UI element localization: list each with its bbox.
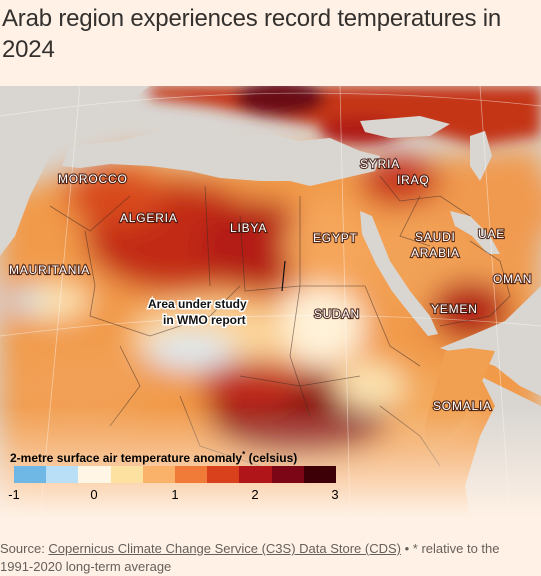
legend-swatch [303, 466, 337, 483]
country-label-oman: OMAN [493, 272, 532, 286]
temperature-anomaly-map: MOROCCO ALGERIA LIBYA EGYPT SYRIA IRAQ S… [0, 86, 541, 518]
legend-swatch [175, 466, 208, 483]
country-label-arabia: ARABIA [411, 246, 460, 260]
legend-swatch [78, 466, 111, 483]
legend-tick: -1 [8, 487, 20, 502]
country-label-libya: LIBYA [230, 221, 267, 235]
legend-swatch [207, 466, 240, 483]
legend-tick: 1 [171, 487, 179, 502]
legend-swatch [14, 466, 47, 483]
country-label-iraq: IRAQ [397, 173, 430, 187]
legend-swatch [110, 466, 143, 483]
source-link[interactable]: Copernicus Climate Change Service (C3S) … [48, 541, 401, 556]
country-label-uae: UAE [478, 227, 505, 241]
legend-color-scale [14, 466, 337, 483]
chart-title: Arab region experiences record temperatu… [2, 5, 502, 63]
country-label-mauritania: MAURITANIA [9, 263, 90, 277]
country-label-somalia: SOMALIA [433, 399, 492, 413]
country-label-egypt: EGYPT [313, 231, 358, 245]
legend-tick: 3 [331, 487, 339, 502]
country-label-yemen: YEMEN [431, 302, 478, 316]
legend-title: 2-metre surface air temperature anomaly*… [10, 450, 298, 465]
legend-swatch [46, 466, 79, 483]
study-area-label-line2: in WMO report [163, 313, 246, 327]
legend-tick: 2 [251, 487, 259, 502]
country-label-sudan: SUDAN [314, 307, 360, 321]
source-note: Source: Copernicus Climate Change Servic… [0, 541, 500, 574]
study-area-label-line1: Area under study [148, 297, 247, 311]
legend-swatch [142, 466, 176, 483]
legend-swatch [271, 466, 304, 483]
country-label-algeria: ALGERIA [120, 211, 178, 225]
legend-swatch [239, 466, 272, 483]
country-label-syria: SYRIA [360, 157, 400, 171]
country-label-saudi: SAUDI [415, 230, 456, 244]
legend-tick: 0 [90, 487, 98, 502]
country-label-morocco: MOROCCO [58, 172, 128, 186]
